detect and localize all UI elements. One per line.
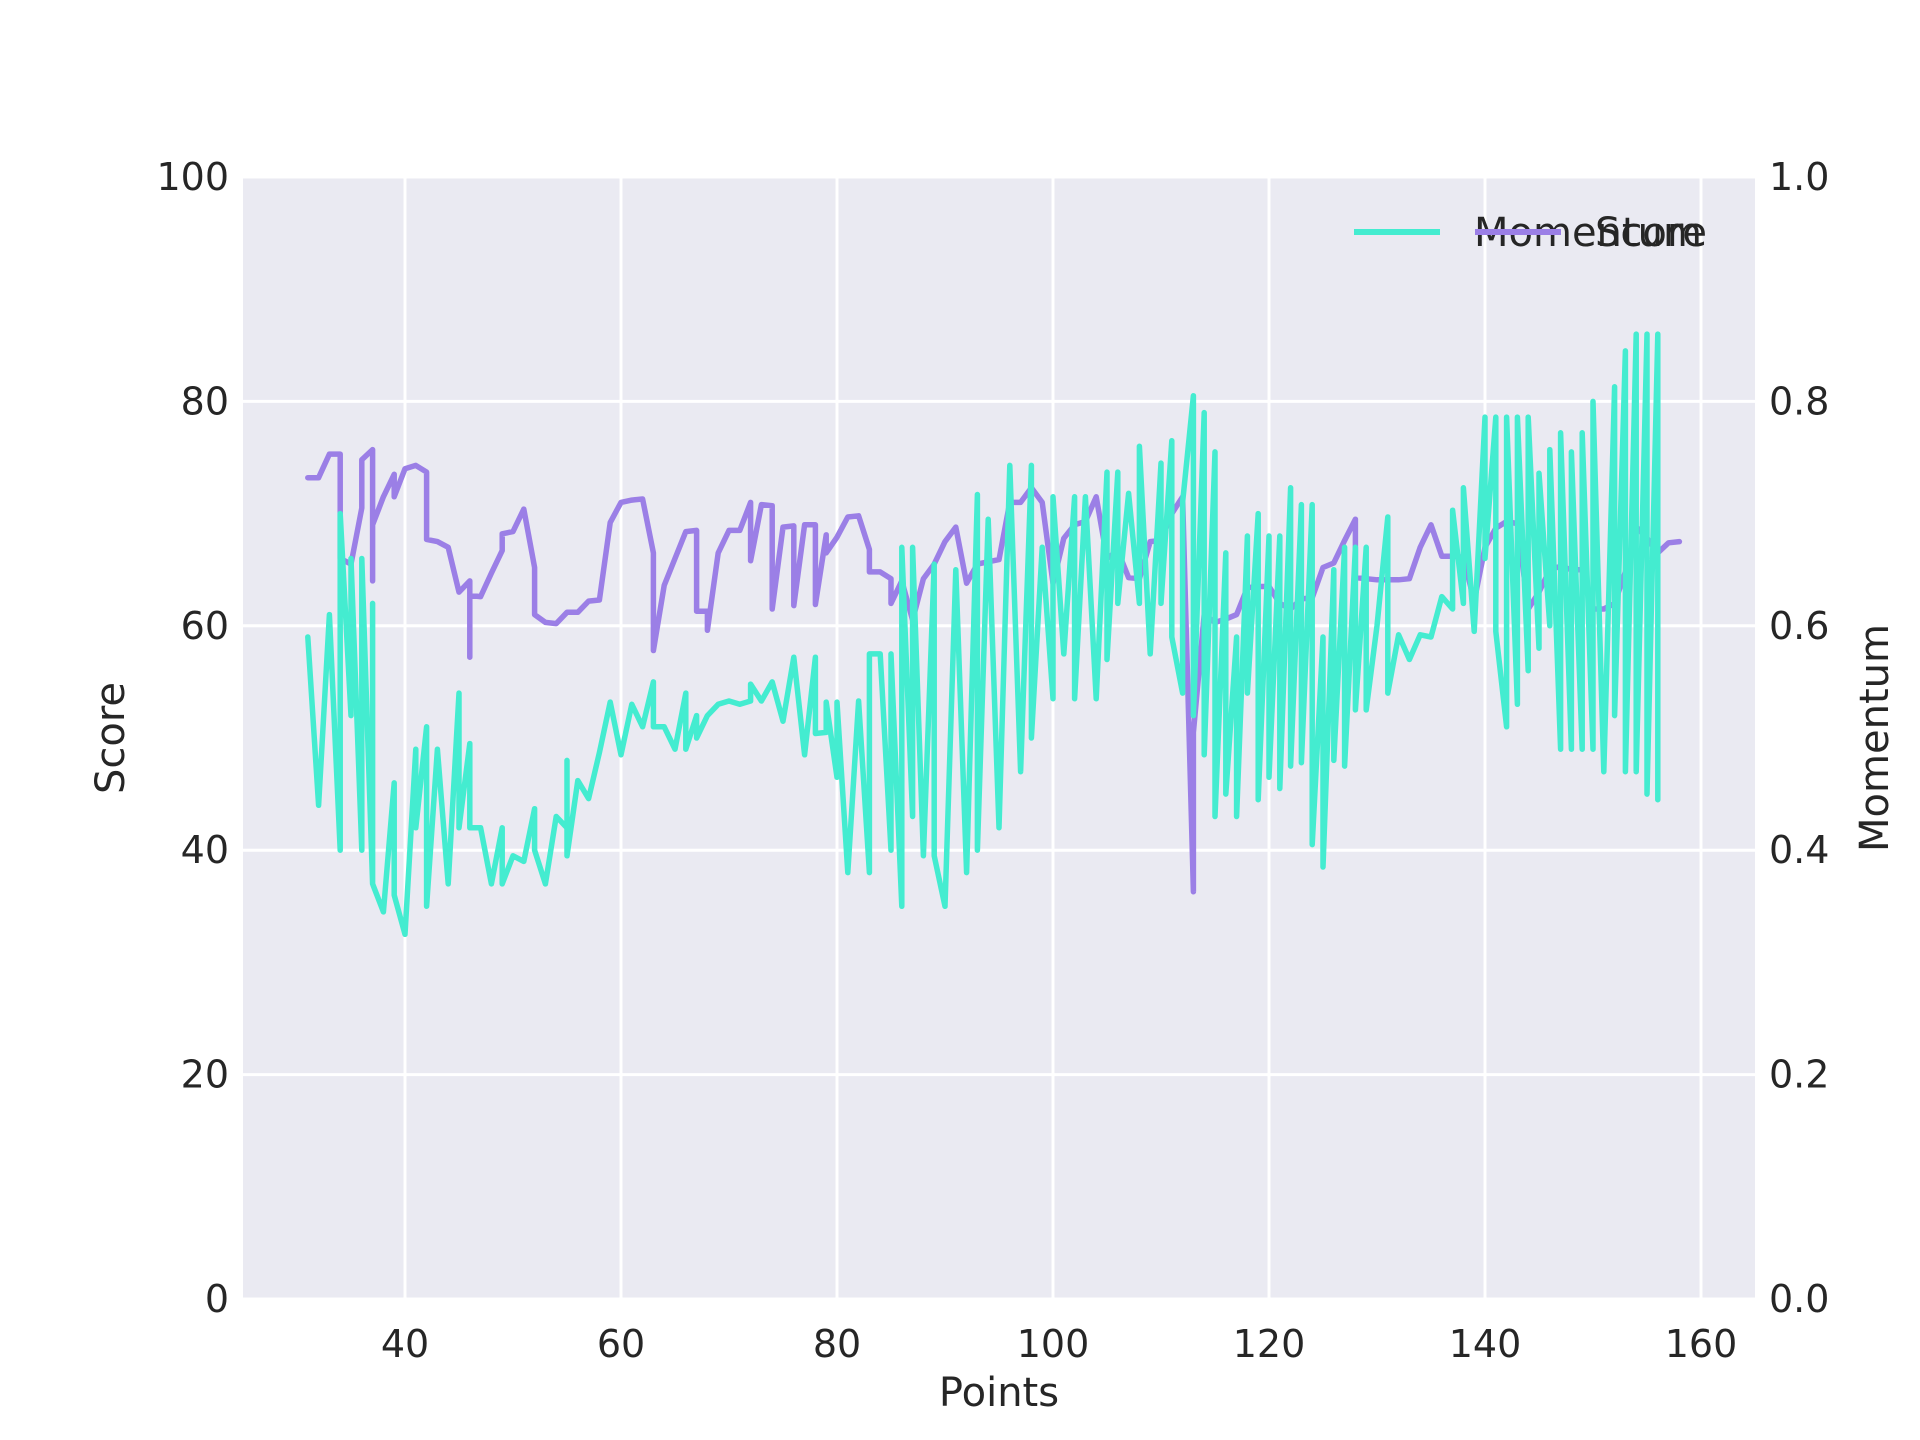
y-tick-label: 60 [181,604,229,648]
y2-tick-label: 0.2 [1769,1053,1829,1097]
legend: Momentum Score [1354,210,1707,256]
x-tick-label: 160 [1665,1322,1738,1366]
y2-tick-label: 0.4 [1769,828,1829,872]
y-tick-label: 20 [181,1053,229,1097]
y2-tick-label: 0.6 [1769,604,1829,648]
y-tick-label: 0 [205,1277,229,1321]
y-tick-label: 80 [181,379,229,423]
series-line-momentum [305,331,1661,938]
y-axis-ticks: 0 20 40 60 80 100 [156,155,229,1321]
x-axis-label: Points [939,1370,1059,1416]
x-tick-label: 40 [381,1322,429,1366]
y-axis-label: Score [88,682,134,794]
x-tick-label: 60 [597,1322,645,1366]
y2-tick-label: 1.0 [1769,155,1829,199]
y-tick-label: 40 [181,828,229,872]
x-tick-label: 120 [1233,1322,1306,1366]
x-tick-label: 80 [813,1322,861,1366]
series-layer [305,331,1683,938]
x-tick-label: 100 [1017,1322,1090,1366]
series-line-score [305,446,1683,895]
y2-tick-label: 0.0 [1769,1277,1829,1321]
x-axis-ticks: 40 60 80 100 120 140 160 [381,1322,1737,1366]
y2-axis-ticks: 0.0 0.2 0.4 0.6 0.8 1.0 [1769,155,1829,1321]
y-tick-label: 100 [156,155,229,199]
legend-label-score: Score [1595,210,1707,256]
y2-tick-label: 0.8 [1769,379,1829,423]
y2-axis-label: Momentum [1852,624,1898,852]
x-tick-label: 140 [1449,1322,1522,1366]
